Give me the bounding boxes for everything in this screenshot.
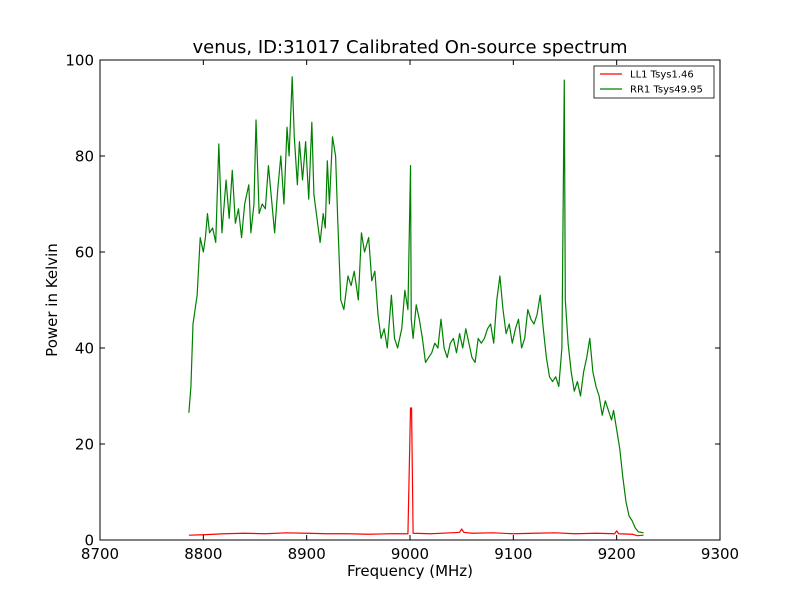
y-axis-label: Power in Kelvin [43,243,61,357]
y-tick-label: 80 [75,148,94,166]
legend-label-rr1: RR1 Tsys49.95 [630,85,703,96]
x-tick-label: 9000 [391,545,429,563]
x-tick-label: 9100 [494,545,532,563]
y-tick-label: 60 [75,244,94,262]
series-line-ll1 [188,407,644,537]
x-tick-label: 9300 [701,545,739,563]
y-tick-label: 0 [84,532,94,550]
legend: LL1 Tsys1.46 RR1 Tsys49.95 [593,65,715,99]
series-line-rr1 [188,76,644,534]
plot-frame [99,59,721,541]
chart-title: venus, ID:31017 Calibrated On-source spe… [192,37,627,58]
legend-box [593,65,715,99]
y-tick-label: 20 [75,436,94,454]
series-layer [188,76,644,537]
y-tick-label: 40 [75,340,94,358]
y-tick-label: 100 [65,52,94,70]
ticks-layer: 8700 8800 8900 9000 9100 9200 9300 0 20 40 60 80 100 [65,52,739,564]
x-axis-label: Frequency (MHz) [347,562,473,580]
x-tick-label: 9200 [598,545,636,563]
x-tick-label: 8700 [81,545,119,563]
x-tick-label: 8900 [288,545,326,563]
legend-label-ll1: LL1 Tsys1.46 [630,70,694,81]
x-tick-label: 8800 [184,545,222,563]
